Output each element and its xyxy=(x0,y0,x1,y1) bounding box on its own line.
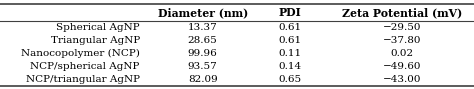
Text: Diameter (nm): Diameter (nm) xyxy=(157,7,248,18)
Text: 82.09: 82.09 xyxy=(188,75,218,84)
Text: 0.14: 0.14 xyxy=(279,62,302,71)
Text: Triangular AgNP: Triangular AgNP xyxy=(51,36,140,45)
Text: −49.60: −49.60 xyxy=(383,62,421,71)
Text: 0.61: 0.61 xyxy=(279,36,302,45)
Text: 93.57: 93.57 xyxy=(188,62,218,71)
Text: 0.11: 0.11 xyxy=(279,49,302,58)
Text: PDI: PDI xyxy=(279,7,301,18)
Text: NCP/spherical AgNP: NCP/spherical AgNP xyxy=(30,62,140,71)
Text: 13.37: 13.37 xyxy=(188,23,218,32)
Text: Nanocopolymer (NCP): Nanocopolymer (NCP) xyxy=(21,49,140,58)
Text: 0.61: 0.61 xyxy=(279,23,302,32)
Text: 0.02: 0.02 xyxy=(390,49,413,58)
Text: 28.65: 28.65 xyxy=(188,36,218,45)
Text: Zeta Potential (mV): Zeta Potential (mV) xyxy=(342,7,462,18)
Text: 0.65: 0.65 xyxy=(279,75,302,84)
Text: Spherical AgNP: Spherical AgNP xyxy=(56,23,140,32)
Text: NCP/triangular AgNP: NCP/triangular AgNP xyxy=(26,75,140,84)
Text: −43.00: −43.00 xyxy=(383,75,421,84)
Text: 99.96: 99.96 xyxy=(188,49,218,58)
Text: −29.50: −29.50 xyxy=(383,23,421,32)
Text: −37.80: −37.80 xyxy=(383,36,421,45)
